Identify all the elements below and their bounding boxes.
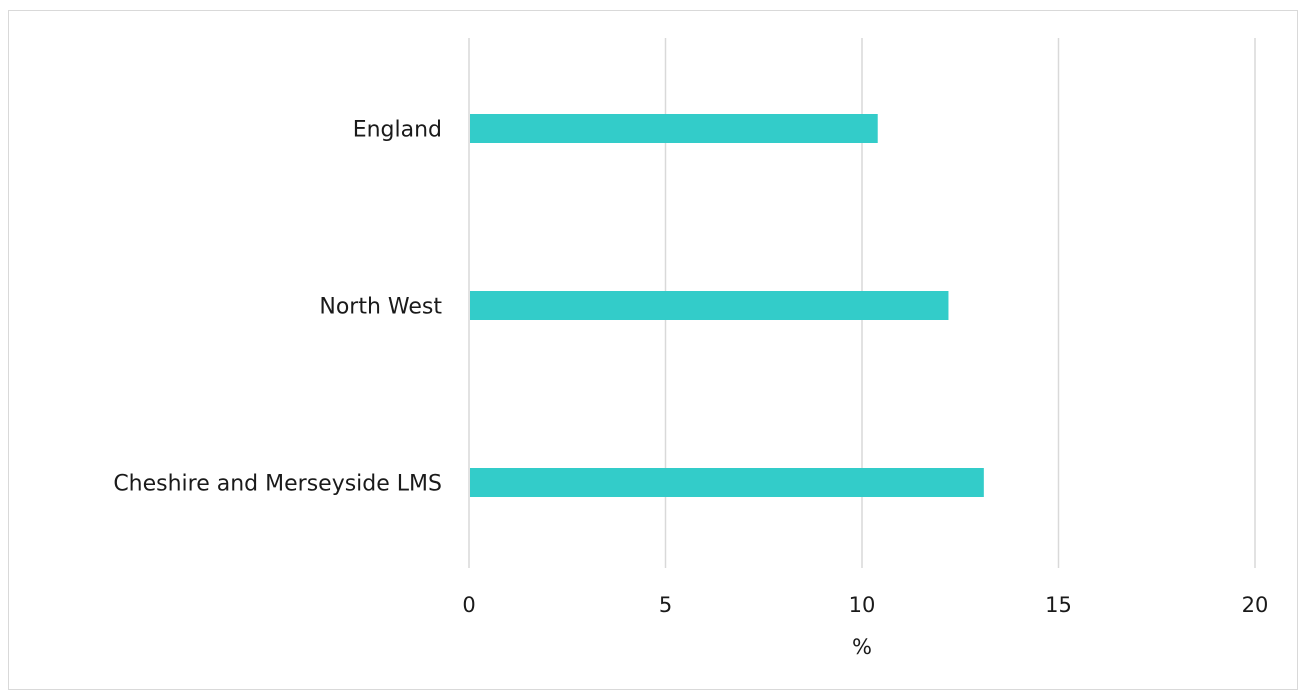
category-label: England bbox=[353, 118, 442, 143]
bars bbox=[470, 114, 984, 497]
x-tick-label: 5 bbox=[659, 593, 672, 617]
bar-cheshire-and-merseyside-lms bbox=[470, 468, 984, 497]
category-label: Cheshire and Merseyside LMS bbox=[113, 472, 442, 497]
bar-england bbox=[470, 114, 878, 143]
x-tick-label: 0 bbox=[462, 593, 475, 617]
bar-north-west bbox=[470, 291, 949, 320]
x-tick-label: 15 bbox=[1045, 593, 1072, 617]
x-tick-label: 10 bbox=[849, 593, 876, 617]
x-axis-title: % bbox=[852, 635, 872, 659]
x-tick-label: 20 bbox=[1242, 593, 1269, 617]
x-tick-labels: 0 5 10 15 20 bbox=[462, 593, 1268, 617]
category-labels: England North West Cheshire and Merseyside… bbox=[113, 118, 442, 497]
category-label: North West bbox=[319, 295, 442, 320]
